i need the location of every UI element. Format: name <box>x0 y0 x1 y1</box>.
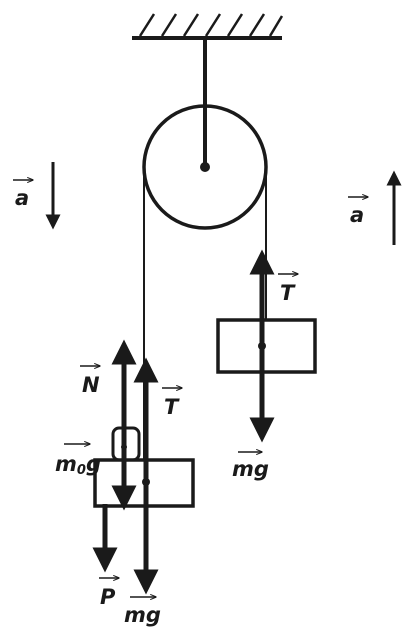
small-weight-tail: g <box>86 452 101 476</box>
tension-left-text: T <box>164 395 180 419</box>
label-accel-right: a <box>348 197 368 227</box>
label-weight-right: mg <box>232 452 269 481</box>
accel-right-text: a <box>350 203 364 227</box>
label-accel-left: a <box>13 180 33 210</box>
label-weight-left: mg <box>124 597 161 627</box>
small-weight-subscript: 0 <box>77 463 86 478</box>
pulley-axle <box>200 162 210 172</box>
label-tension-left: T <box>162 388 182 419</box>
accel-left-text: a <box>15 186 29 210</box>
small-weight-main: m <box>55 452 77 476</box>
weight-right-text: mg <box>232 457 269 481</box>
pressure-text: P <box>100 585 116 609</box>
ceiling <box>132 13 284 40</box>
label-small-weight: m0g <box>55 444 101 478</box>
label-tension-right: T <box>278 274 298 305</box>
label-normal: N <box>80 366 100 397</box>
normal-text: N <box>82 373 100 397</box>
right-block <box>216 318 317 374</box>
weight-left-text: mg <box>124 603 161 627</box>
tension-right-text: T <box>280 281 296 305</box>
ceiling-hatching <box>138 13 284 37</box>
label-pressure: P <box>99 578 119 609</box>
small-weight-text: m0g <box>55 452 101 478</box>
